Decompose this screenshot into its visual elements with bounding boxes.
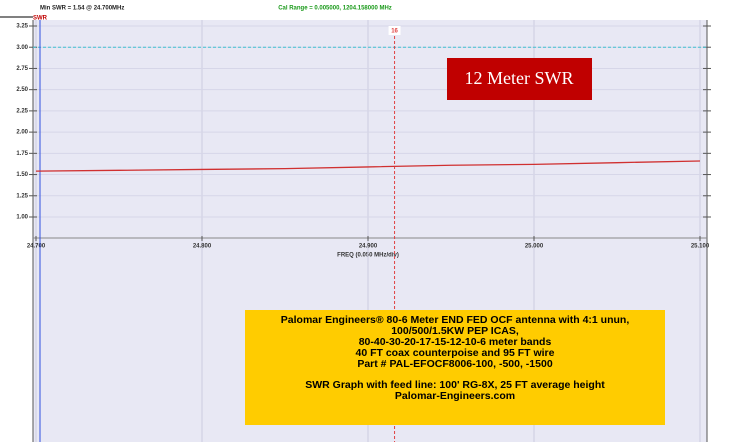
y-axis-label: SWR — [33, 16, 48, 22]
badge-box — [447, 58, 592, 100]
note: Palomar-Engineers.com — [395, 390, 515, 402]
y-tick-label: 2.75 — [16, 66, 28, 72]
y-tick-label: 2.25 — [16, 108, 28, 114]
marker-label: 16 — [391, 29, 398, 35]
x-tick-label: 25.100 — [691, 244, 710, 250]
y-tick-label: 3.00 — [16, 45, 28, 51]
marks: 24.700 24.800 24.900 25.000 25.100 1.00 1.25 1.… — [16, 20, 711, 442]
note-box — [245, 310, 665, 425]
y-tick-label: 1.50 — [16, 172, 28, 178]
note: SWR Graph with feed line: 100' RG-8X, 25… — [305, 379, 605, 391]
cal-range: Cal Range = 0.005000, 1204.158000 MHz — [278, 6, 392, 12]
notes: Palomar Engineers® 80-6 Meter END FED OC… — [281, 314, 630, 402]
marker-tag — [388, 26, 401, 35]
x-tick-label: 24.900 — [359, 244, 378, 250]
swr-line — [35, 160, 701, 172]
y-tick-label: 2.00 — [16, 130, 28, 136]
x-tick-label: 24.800 — [193, 244, 212, 250]
y-tick-label: 1.25 — [16, 193, 28, 199]
x-tick-label: 25.000 — [525, 244, 544, 250]
note: 80-40-30-20-17-15-12-10-6 meter bands — [359, 336, 552, 348]
note: 40 FT coax counterpoise and 95 FT wire — [356, 347, 555, 359]
x-tick-label: 24.700 — [27, 244, 46, 250]
y-tick-label: 1.75 — [16, 151, 28, 157]
note: 100/500/1.5KW PEP ICAS, — [391, 325, 519, 337]
note: Part # PAL-EFOCF8006-100, -500, -1500 — [357, 358, 552, 370]
badge: 12 Meter SWR — [465, 68, 574, 88]
y-tick-label: 2.50 — [16, 87, 28, 93]
y-tick-label: 3.25 — [16, 24, 28, 30]
y-tick-label: 1.00 — [16, 215, 28, 221]
min-swr: Min SWR = 1.54 @ 24.700MHz — [40, 6, 124, 12]
note: Palomar Engineers® 80-6 Meter END FED OC… — [281, 314, 630, 326]
